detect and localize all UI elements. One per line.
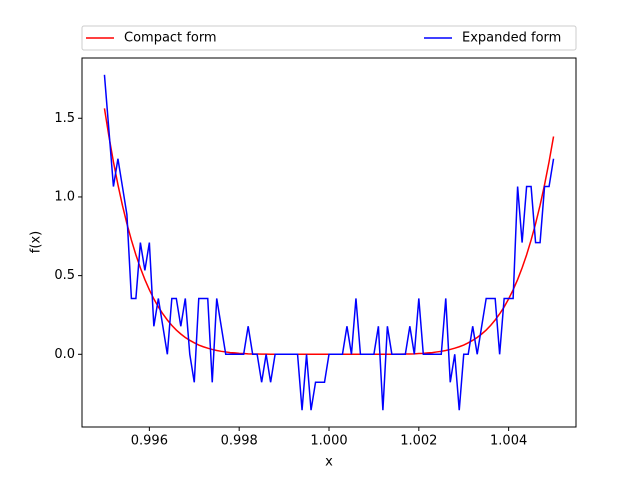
legend-box [81,25,577,51]
y-tick-label: 1.0 [54,189,75,204]
y-tick-label: 0.5 [54,268,75,283]
x-tick-label: 0.998 [221,434,258,449]
x-tick-label: 1.002 [400,434,437,449]
y-tick-label: 1.5 [54,111,75,126]
x-axis-label: x [325,455,333,470]
legend-label: Compact form [124,31,217,46]
x-tick-label: 0.996 [131,434,168,449]
legend-label: Expanded form [462,31,561,46]
y-tick-label: 0.0 [54,347,75,362]
x-tick-label: 1.000 [310,434,347,449]
y-axis-label: f(x) [29,231,44,253]
plot-frame [81,57,577,428]
x-tick-label: 1.004 [490,434,527,449]
line-series [103,74,555,411]
